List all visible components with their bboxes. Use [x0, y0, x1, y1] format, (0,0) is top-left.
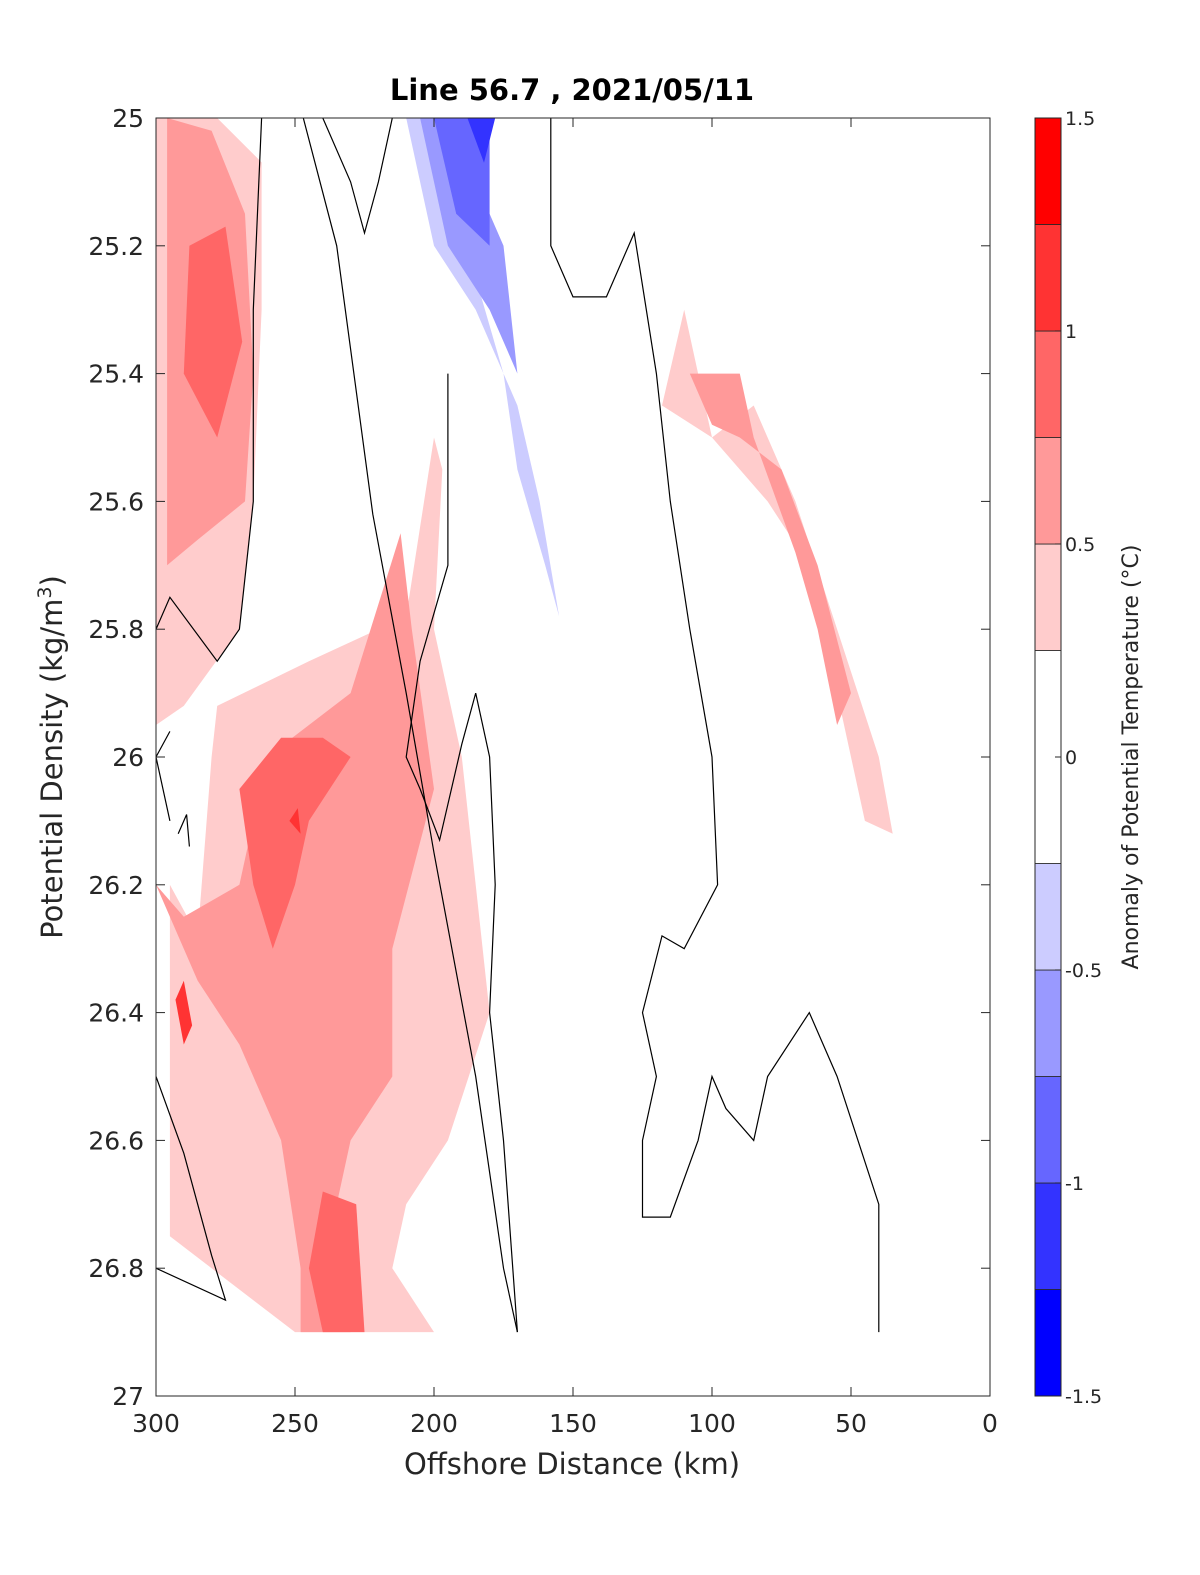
- colorbar-segment: [1034, 117, 1062, 225]
- contour-fill-4: [156, 533, 434, 1333]
- zero-contour-7: [177, 814, 190, 847]
- colorbar-segment: [1034, 330, 1062, 438]
- colorbar-tick-label: 1: [1065, 321, 1077, 343]
- colorbar: -1.5 -1 -0.5 0 0.5 1 1.5: [1034, 108, 1102, 1408]
- colorbar-segment: [1034, 437, 1062, 545]
- colorbar-segment: [1034, 543, 1062, 651]
- colorbar-segment: [1034, 1182, 1062, 1290]
- colorbar-segment: [1034, 863, 1062, 971]
- contour-fill-2: [183, 226, 243, 438]
- colorbar-title: Anomaly of Potential Temperature (°C): [1119, 545, 1144, 970]
- colorbar-segment: [1034, 969, 1062, 1077]
- contour-fill-8: [289, 808, 301, 834]
- y-tick-label: 26.6: [88, 1126, 144, 1155]
- contour-fill-15: [467, 118, 496, 163]
- zero-contour-6: [156, 731, 171, 822]
- y-tick-label: 27: [112, 1382, 144, 1411]
- y-tick-label: 26.4: [88, 999, 144, 1028]
- y-tick-label: 25.6: [88, 487, 144, 516]
- x-tick-label: 200: [410, 1409, 458, 1438]
- contour-fill-13: [420, 118, 518, 374]
- y-tick-label: 26.2: [88, 871, 144, 900]
- zero-contour-2: [322, 118, 393, 236]
- zero-contour-lines: [156, 118, 880, 1333]
- y-axis-title-main: Potential Density (kg/m: [35, 599, 69, 939]
- zero-contour-0: [156, 118, 263, 663]
- colorbar-segment: [1034, 224, 1062, 332]
- zero-contour-3: [405, 373, 518, 1333]
- y-tick-label: 26: [112, 743, 144, 772]
- zero-contour-5: [156, 1076, 227, 1302]
- zero-contour-1: [302, 118, 518, 1333]
- y-tick-label: 26.8: [88, 1254, 144, 1283]
- x-tick-label: 100: [688, 1409, 736, 1438]
- colorbar-tick-label: -0.5: [1065, 960, 1102, 982]
- y-tick-label: 25.2: [88, 232, 144, 261]
- contour-fill-9: [662, 309, 893, 834]
- filled-contours: [156, 118, 893, 1333]
- x-axis-title: Offshore Distance (km): [404, 1447, 740, 1481]
- contour-fill-10: [689, 373, 851, 725]
- y-axis-title: Potential Density (kg/m3): [34, 575, 69, 939]
- colorbar-tick-label: -1: [1065, 1173, 1084, 1195]
- x-tick-label: 250: [271, 1409, 319, 1438]
- x-tick-label: 300: [132, 1409, 180, 1438]
- colorbar-tick-label: 0: [1065, 747, 1077, 769]
- colorbar-segment: [1034, 1076, 1062, 1184]
- x-axis: 300 250 200 150 100 50 0: [132, 118, 998, 1438]
- contour-fill-11: [217, 118, 643, 981]
- y-axis: 25 25.2 25.4 25.6 25.8 26 26.2 26.4 26.6 26.8 27: [88, 104, 990, 1411]
- x-tick-label: 0: [982, 1409, 998, 1438]
- chart-title: Line 56.7 , 2021/05/11: [390, 73, 754, 107]
- colorbar-tick-label: 1.5: [1065, 108, 1095, 130]
- contour-fill-12: [406, 118, 560, 617]
- y-tick-label: 25.4: [88, 360, 144, 389]
- contour-fill-7: [175, 980, 193, 1045]
- y-tick-label: 25: [112, 104, 144, 133]
- x-tick-label: 50: [835, 1409, 867, 1438]
- zero-contour-4: [550, 118, 880, 1333]
- colorbar-segment: [1034, 1289, 1062, 1397]
- x-tick-label: 150: [549, 1409, 597, 1438]
- contour-fill-16: [531, 1140, 601, 1333]
- contour-fill-5: [239, 737, 351, 949]
- contour-fill-14: [434, 118, 490, 246]
- y-axis-title-sup: 3: [34, 586, 56, 598]
- y-tick-label: 25.8: [88, 615, 144, 644]
- contour-fill-6: [308, 1191, 365, 1333]
- colorbar-tick-label: -1.5: [1065, 1386, 1102, 1408]
- y-axis-title-close: ): [35, 575, 69, 586]
- colorbar-tick-label: 0.5: [1065, 534, 1095, 556]
